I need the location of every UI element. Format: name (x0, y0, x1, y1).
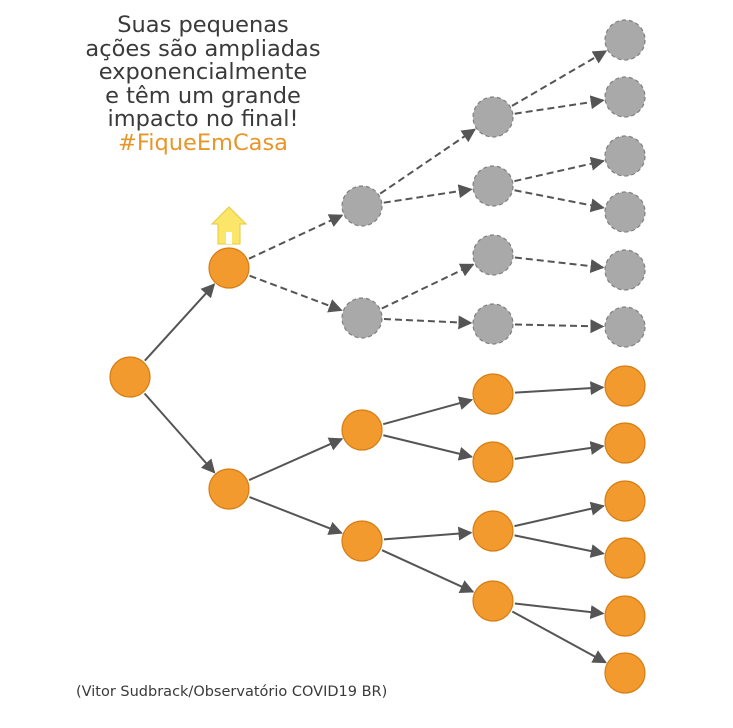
infected-node (604, 595, 646, 637)
edge-arrow (514, 319, 605, 334)
caption-line: Suas pequenas (117, 12, 289, 38)
infected-node (341, 520, 383, 562)
edge-arrow (379, 128, 476, 195)
avoided-node (604, 191, 646, 233)
edge-arrow (511, 50, 608, 107)
nodes (109, 19, 646, 694)
edge-arrow (382, 396, 474, 426)
avoided-node (341, 185, 383, 227)
edge-arrow (383, 526, 473, 541)
edge-arrow (248, 214, 344, 260)
edge-arrow (144, 283, 216, 362)
avoided-node (604, 19, 646, 61)
edge-arrow (514, 381, 605, 396)
avoided-node (604, 249, 646, 291)
avoided-node (472, 234, 514, 276)
edges (143, 50, 608, 664)
infected-node (472, 373, 514, 415)
edge-arrow (249, 496, 343, 535)
edge-arrow (143, 392, 216, 474)
infected-node (472, 510, 514, 552)
avoided-node (604, 135, 646, 177)
credit: (Vitor Sudbrack/Observatório COVID19 BR) (76, 684, 388, 700)
avoided-node (472, 303, 514, 345)
edge-arrow (383, 434, 473, 461)
caption-line: exponencialmente (98, 59, 308, 85)
edge-arrow (383, 184, 473, 204)
infected-node (341, 409, 383, 451)
edge-arrow (514, 256, 605, 274)
avoided-node (472, 96, 514, 138)
infected-node (604, 422, 646, 464)
edge-arrow (381, 263, 475, 310)
edge-arrow (514, 441, 605, 460)
avoided-node (472, 165, 514, 207)
edge-arrow (514, 189, 605, 213)
caption-line: ações são ampliadas (85, 35, 321, 62)
infected-node (472, 580, 514, 622)
edge-arrow (514, 95, 605, 115)
infected-node (208, 468, 250, 510)
caption-line: impacto no final! (107, 106, 299, 132)
infected-node (604, 480, 646, 522)
edge-arrow (514, 602, 605, 620)
infected-node (208, 247, 250, 289)
house-icon (210, 206, 248, 245)
caption-line: e têm um grande (105, 82, 301, 109)
infected-node (604, 652, 646, 694)
edge-arrow (514, 534, 605, 558)
edge-arrow (511, 610, 607, 664)
infected-node (472, 441, 514, 483)
infected-node (109, 356, 151, 398)
edge-arrow (514, 156, 605, 183)
caption: Suas pequenas ações são ampliadas expone… (60, 12, 346, 156)
edge-arrow (248, 437, 344, 481)
edge-arrow (514, 501, 605, 528)
infected-node (604, 365, 646, 407)
edge-arrow (249, 274, 343, 313)
hashtag: #FiqueEmCasa (118, 129, 288, 156)
avoided-node (341, 297, 383, 339)
edge-arrow (381, 549, 475, 593)
edge-arrow (383, 315, 473, 330)
infected-node (604, 537, 646, 579)
avoided-node (604, 306, 646, 348)
avoided-node (604, 76, 646, 118)
